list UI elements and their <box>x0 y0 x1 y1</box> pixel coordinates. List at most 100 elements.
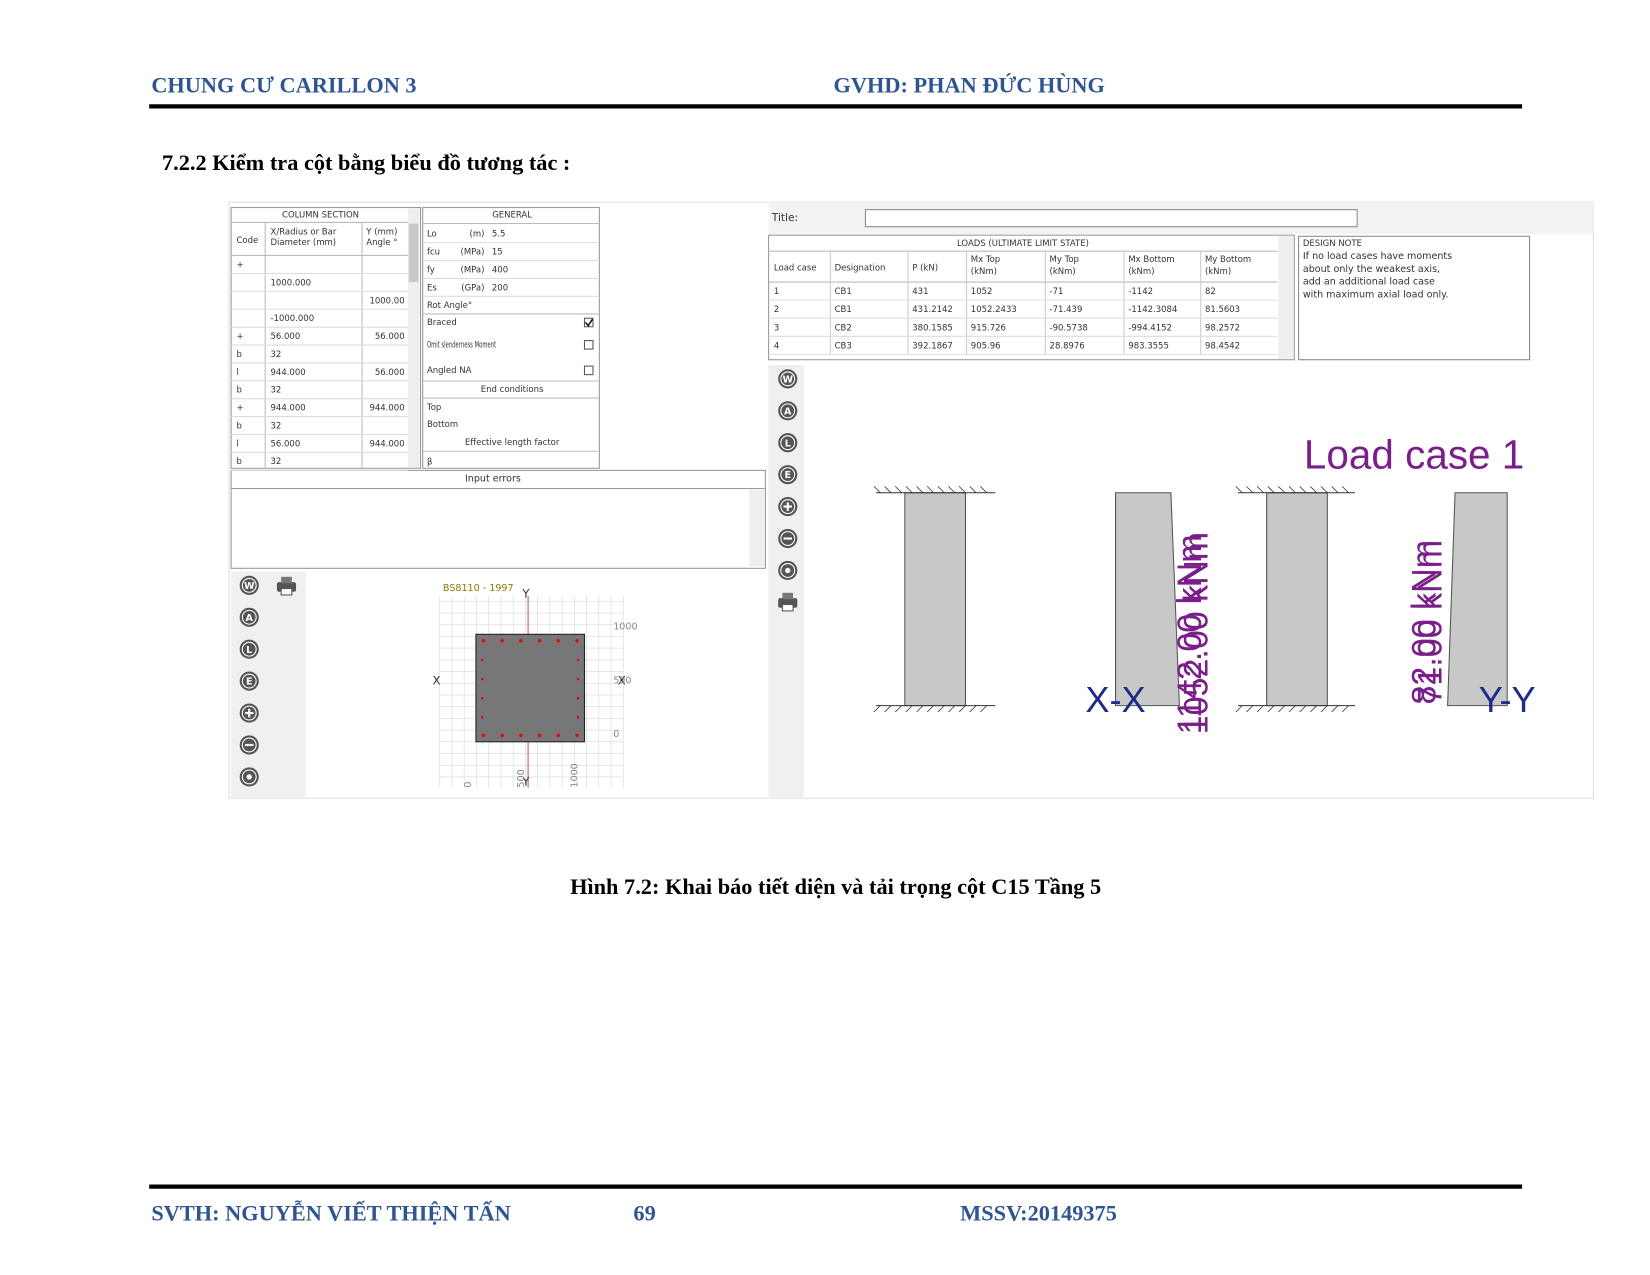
tool-glyph <box>783 502 793 511</box>
tool-icon-ring <box>780 467 796 483</box>
page-number: 69 <box>633 1201 655 1226</box>
tool-icon-ring <box>780 371 796 387</box>
title-label: Title: <box>771 211 798 224</box>
tool-letter: W <box>782 374 793 385</box>
rebar <box>556 733 560 738</box>
panel-title: GENERAL <box>492 210 532 220</box>
note-line: with maximum axial load only. <box>1303 289 1449 300</box>
axis-label: Y <box>521 775 530 789</box>
note-line: add an additional load case <box>1303 277 1435 288</box>
column-body <box>904 492 967 707</box>
cell: + <box>236 261 243 271</box>
cell: CB2 <box>835 323 852 333</box>
cell: 98.2572 <box>1205 323 1240 333</box>
tool-glyph <box>785 567 791 574</box>
print-icon <box>280 588 293 596</box>
rule <box>905 705 913 713</box>
cell: -71 <box>1050 287 1064 297</box>
rebar <box>519 733 523 738</box>
rule <box>1331 705 1339 713</box>
tick-label: 0 <box>613 729 619 740</box>
cell: 1000.00 <box>369 296 404 306</box>
cell: b <box>236 350 241 360</box>
note-line: If no load cases have moments <box>1303 251 1452 262</box>
moment-label: 71.00 kNm <box>1412 540 1450 705</box>
cell: 944.000 <box>369 439 404 449</box>
tool-letter: A <box>784 406 792 417</box>
tool-icon-ring <box>241 673 257 689</box>
tool-icon-ring <box>780 435 796 451</box>
rebar <box>500 638 504 643</box>
column-header: Designation <box>835 264 886 274</box>
rebar <box>576 716 580 719</box>
rule <box>969 486 977 494</box>
rule <box>1278 705 1286 713</box>
column-header: Load case <box>774 264 817 274</box>
cell: -1142.3084 <box>1128 305 1177 315</box>
param-unit: (m) <box>470 230 485 240</box>
subheader: Effective length factor <box>465 438 560 448</box>
rebar <box>575 638 579 643</box>
rule <box>894 705 902 713</box>
column-header: (kNm) <box>1128 267 1154 277</box>
rule <box>1288 486 1296 494</box>
tick-label: 1000 <box>613 621 637 632</box>
param-name: Lo <box>427 230 437 240</box>
rule <box>884 705 892 713</box>
cell: l <box>236 439 238 449</box>
param-unit: (MPa) <box>461 265 485 275</box>
rule <box>916 705 924 713</box>
param-unit: (GPa) <box>461 283 484 293</box>
cell: 431.2142 <box>912 305 953 315</box>
tool-glyph <box>246 774 252 780</box>
rule <box>1299 705 1307 713</box>
cell: 905.96 <box>971 341 1001 351</box>
cell: CB1 <box>835 305 852 315</box>
rule <box>873 705 881 713</box>
cell: l <box>236 368 238 378</box>
cell: 915.726 <box>971 323 1006 333</box>
option-label: Angled NA <box>427 366 472 376</box>
rule <box>1235 705 1243 713</box>
tool-letter: L <box>785 438 791 449</box>
cell: 32 <box>271 350 282 360</box>
axis-label: X <box>618 674 626 688</box>
rebar <box>519 638 523 643</box>
column-header: My Top <box>1050 255 1079 265</box>
cell: CB1 <box>835 287 852 297</box>
cell: CB3 <box>835 341 852 351</box>
rebar <box>556 638 560 643</box>
cell: 4 <box>774 341 779 351</box>
print-icon <box>281 576 292 584</box>
section-label: X-X <box>1085 679 1145 720</box>
cell: -994.4152 <box>1128 323 1172 333</box>
cell: 392.1867 <box>912 341 953 351</box>
cell: 32 <box>271 421 282 431</box>
rebar <box>481 638 486 643</box>
column-body <box>1115 492 1180 707</box>
checkbox <box>583 317 594 328</box>
cell: 82 <box>1205 287 1216 297</box>
option-label: Omit slenderness Moment <box>427 340 497 350</box>
rule <box>916 486 924 494</box>
tool-letter: L <box>246 645 252 656</box>
moment-label: 82.00 kNm <box>1405 540 1443 705</box>
section-label: Y-Y <box>1479 679 1536 720</box>
end-label: Top <box>426 403 441 413</box>
rebar <box>537 733 542 738</box>
rule <box>1256 486 1264 494</box>
cell: 98.4542 <box>1205 341 1240 351</box>
rule <box>1310 486 1317 494</box>
moment-label: 1142.00 kNm <box>1171 534 1209 734</box>
rebar <box>575 733 579 738</box>
cell: b <box>236 457 241 467</box>
rule <box>894 486 902 494</box>
section-heading: 7.2.2 Kiểm tra cột bằng biểu đồ tương tá… <box>162 150 570 175</box>
rule <box>1288 705 1296 713</box>
column-header: Y (mm) <box>365 228 397 238</box>
tool-icon-ring <box>241 769 257 785</box>
tool-icon-ring <box>241 577 257 593</box>
column-body <box>1266 492 1328 707</box>
column-header: My Bottom <box>1205 255 1251 265</box>
